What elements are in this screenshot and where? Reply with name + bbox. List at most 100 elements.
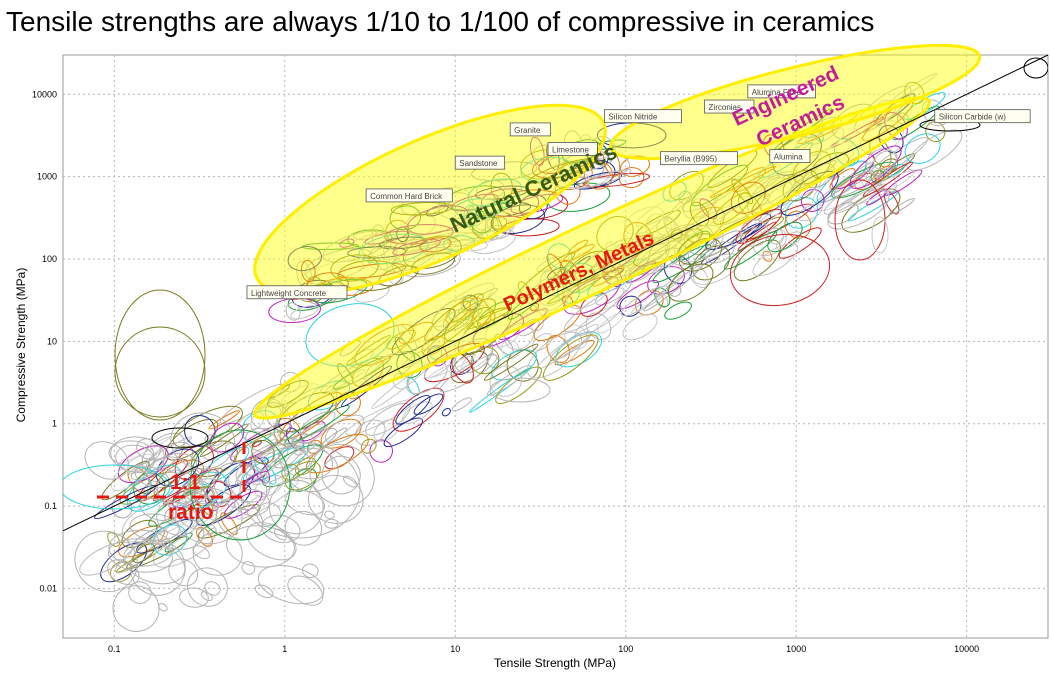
guide-line (62, 54, 1049, 532)
material-bubble (1023, 57, 1048, 79)
material-bubble (158, 603, 168, 612)
material-bubble (371, 224, 387, 250)
material-bubble (724, 231, 778, 270)
material-bubble (172, 405, 243, 448)
material-bubble (108, 538, 173, 573)
material-label: Silicon Carbide (w) (939, 113, 1006, 122)
material-bubble (576, 169, 632, 189)
material-bubble (904, 133, 941, 164)
material-bubble (162, 452, 198, 475)
material-bubble (129, 513, 181, 541)
material-bubble (663, 216, 682, 242)
material-bubble (467, 178, 522, 207)
material-label: Zirconias (709, 103, 741, 112)
material-bubble (441, 408, 451, 417)
y-tick-label: 1000 (37, 172, 57, 182)
material-bubble (665, 189, 719, 230)
material-bubble (906, 129, 963, 171)
material-bubble (307, 474, 364, 524)
material-bubble (490, 172, 513, 202)
material-bubble (751, 174, 804, 217)
material-bubble (151, 427, 209, 449)
material-bubble (179, 587, 209, 608)
material-bubble (413, 393, 444, 415)
material-bubble (209, 497, 236, 521)
material-bubble (264, 401, 292, 432)
material-bubble (254, 584, 274, 599)
y-tick-label: 10 (47, 336, 57, 346)
material-bubble (685, 206, 725, 243)
material-bubble (454, 198, 503, 219)
material-bubble (797, 203, 823, 222)
material-bubble (132, 527, 162, 546)
material-bubble (107, 559, 140, 586)
material-bubble (542, 334, 599, 381)
material-bubble (128, 581, 152, 604)
material-bubble (402, 401, 433, 424)
material-bubble (884, 112, 908, 140)
material-bubble (200, 591, 213, 602)
material-bubble (595, 277, 632, 306)
material-bubble (111, 497, 133, 519)
material-bubble (389, 205, 422, 231)
material-bubble (451, 397, 472, 412)
material-bubble (285, 302, 301, 321)
material-bubble (386, 329, 416, 350)
material-bubble (397, 324, 418, 352)
material-bubble (647, 266, 685, 295)
material-label-box (747, 84, 816, 99)
material-bubble (284, 447, 339, 492)
material-bubble (847, 170, 915, 207)
material-bubble (546, 335, 571, 363)
material-bubble (383, 417, 423, 448)
material-bubble (607, 243, 669, 279)
material-bubble (760, 175, 805, 206)
material-bubble (596, 215, 634, 252)
material-label-box (934, 109, 1031, 124)
material-bubble (622, 313, 658, 341)
material-bubble (476, 179, 505, 200)
material-bubble (267, 380, 309, 408)
material-bubble (422, 308, 483, 356)
material-bubble (567, 239, 589, 255)
material-bubble (824, 181, 857, 202)
material-bubble (827, 189, 890, 230)
material-label-box (604, 109, 682, 124)
material-bubble (191, 501, 229, 528)
material-bubble (156, 469, 198, 507)
x-axis-label: Tensile Strength (MPa) (494, 656, 616, 670)
engineered-ceramics-envelope (608, 43, 982, 161)
material-bubble (156, 501, 198, 536)
material-bubble (220, 512, 238, 536)
material-bubble (174, 487, 243, 545)
material-label: Silicon Nitride (608, 113, 657, 122)
material-bubble (865, 148, 897, 176)
material-bubble (132, 543, 156, 564)
material-bubble (346, 334, 392, 366)
material-bubble (690, 198, 710, 219)
material-bubble (555, 331, 602, 368)
y-tick-label: 10000 (32, 89, 57, 99)
material-bubble (257, 565, 325, 605)
material-bubble (565, 250, 607, 285)
material-bubble (421, 336, 446, 356)
y-tick-label: 1 (52, 419, 57, 429)
material-bubble (236, 477, 299, 520)
material-label-box (769, 149, 811, 164)
material-bubble (324, 368, 366, 393)
material-bubble (709, 165, 777, 198)
material-bubble (309, 443, 375, 507)
material-bubble (537, 323, 599, 370)
material-bubble (186, 567, 228, 607)
material-bubble (800, 189, 825, 212)
material-bubble (517, 281, 530, 297)
material-bubble (114, 326, 206, 418)
material-bubble (740, 219, 769, 247)
material-bubble (730, 181, 766, 214)
material-label-box (660, 151, 738, 166)
material-bubble (268, 479, 324, 535)
x-tick-label: 0.1 (108, 644, 121, 654)
material-bubble (204, 434, 223, 446)
material-bubble (750, 203, 787, 232)
